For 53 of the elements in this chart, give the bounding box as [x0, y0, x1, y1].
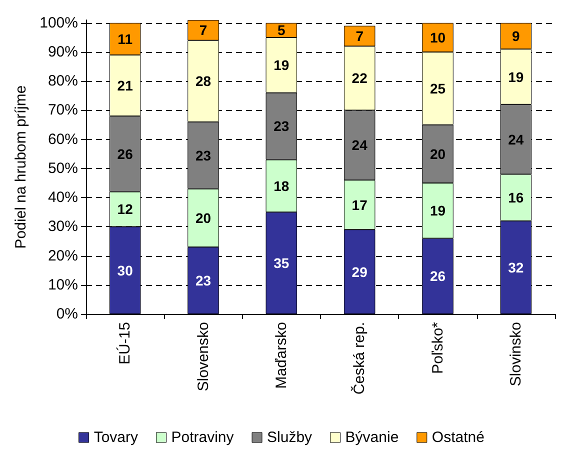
- data-label: 19: [274, 57, 290, 74]
- legend-label: Ostatné: [432, 429, 484, 446]
- data-label: 16: [508, 190, 524, 206]
- data-label: 35: [274, 255, 290, 272]
- y-tick-label: 80%: [48, 72, 78, 90]
- x-tick-label: Poľsko*: [429, 322, 446, 374]
- data-label: 23: [274, 118, 290, 134]
- x-tick-label: Slovinsko: [507, 322, 524, 386]
- data-label: 7: [199, 22, 208, 38]
- x-tick-label: Česká rep.: [350, 322, 368, 395]
- data-label: 10: [430, 29, 446, 46]
- legend-label: Bývanie: [345, 429, 399, 446]
- y-tick-label: 70%: [48, 102, 78, 119]
- data-label: 9: [512, 28, 520, 44]
- data-label: 17: [352, 196, 368, 213]
- data-label: 7: [356, 28, 364, 44]
- data-label: 25: [430, 80, 446, 96]
- data-label: 24: [352, 137, 368, 154]
- data-label: 21: [117, 77, 134, 94]
- legend-label: Tovary: [94, 429, 138, 446]
- x-tick-label: EÚ-15: [116, 322, 134, 365]
- data-label: 26: [430, 268, 446, 284]
- x-tick-label: Maďarsko: [272, 322, 290, 389]
- y-tick-label: 20%: [48, 247, 78, 264]
- data-label: 5: [278, 22, 286, 38]
- data-label: 30: [117, 262, 134, 278]
- y-tick-label: 50%: [48, 160, 78, 177]
- y-tick-label: 90%: [48, 44, 78, 61]
- data-label: 18: [274, 178, 290, 194]
- data-label: 29: [352, 264, 368, 280]
- y-tick-label: 60%: [48, 130, 78, 148]
- data-label: 20: [430, 146, 446, 162]
- data-label: 11: [118, 30, 133, 47]
- y-tick-label: 100%: [40, 14, 78, 32]
- legend-label: Služby: [267, 429, 313, 446]
- y-tick-label: 10%: [48, 276, 78, 294]
- data-label: 22: [352, 70, 368, 86]
- y-tick-label: 40%: [48, 189, 78, 206]
- data-label: 12: [117, 201, 134, 218]
- y-tick-label: 0%: [56, 306, 78, 322]
- legend-label: Potraviny: [171, 429, 234, 446]
- x-tick-label: Slovensko: [194, 322, 212, 392]
- y-axis-title: Podiel na hrubom príjme: [12, 85, 30, 249]
- data-label: 24: [508, 131, 524, 148]
- y-tick-label: 30%: [48, 218, 78, 236]
- data-label: 19: [430, 202, 446, 219]
- data-label: 26: [117, 146, 134, 162]
- data-label: 28: [195, 73, 212, 90]
- data-label: 23: [195, 147, 212, 164]
- data-label: 19: [508, 68, 524, 85]
- data-label: 23: [195, 272, 212, 289]
- data-label: 32: [508, 259, 524, 276]
- data-label: 20: [195, 210, 212, 226]
